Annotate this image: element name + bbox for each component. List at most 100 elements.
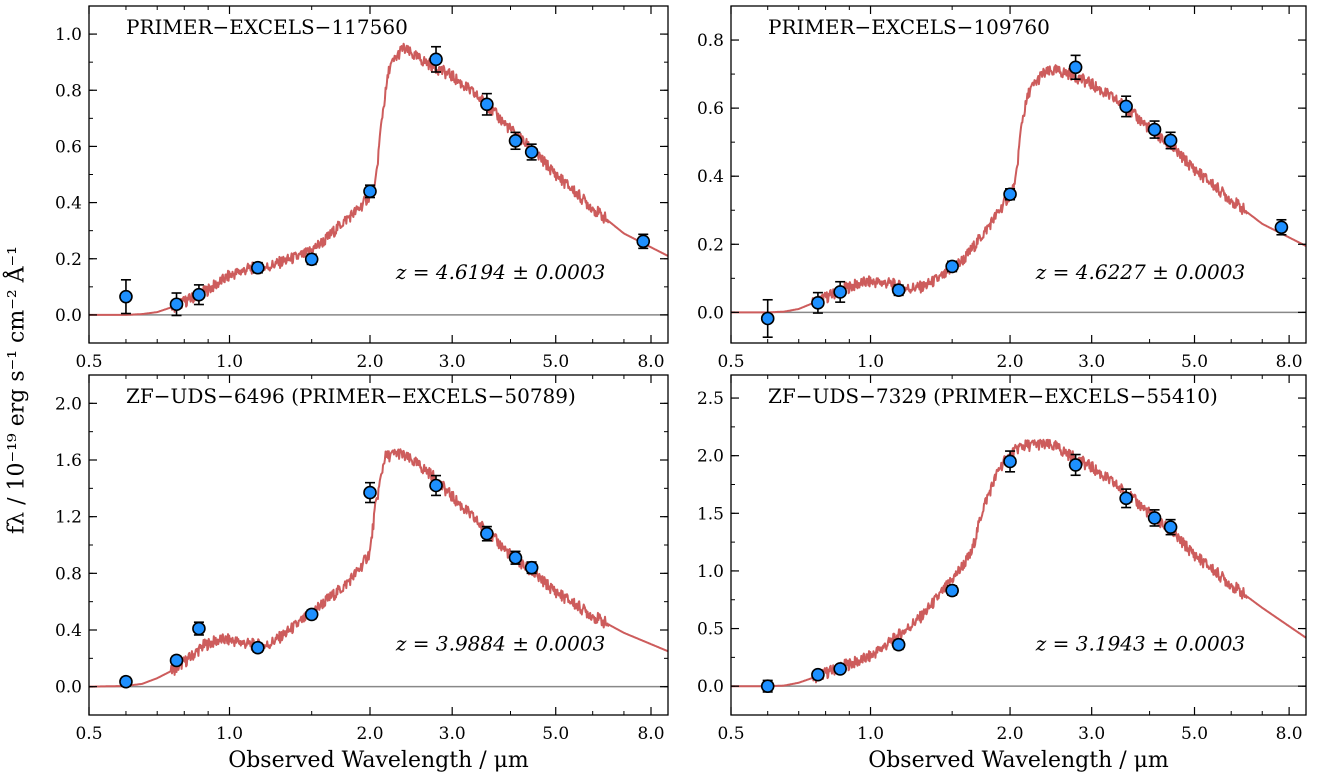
y-tick-label: 2.5: [697, 389, 724, 409]
x-tick-label: 1.0: [857, 724, 884, 744]
photometry-point: [480, 92, 494, 116]
photometry-point: [429, 45, 443, 73]
data-marker: [760, 311, 775, 326]
y-tick-label: 0.0: [55, 306, 82, 326]
photometry-point: [508, 131, 523, 151]
photometry-point: [1274, 218, 1289, 236]
redshift-annotation: z = 4.6227 ± 0.0003: [1035, 260, 1245, 284]
data-marker: [119, 289, 133, 304]
photometry-point: [1003, 450, 1017, 473]
panel-2: 0.5 1.0 2.0 3.0 5.0 8.0 0.0 0.2 0.4 0.6 0.8 PRIMER−…: [697, 5, 1307, 372]
photometry-point: [1068, 453, 1083, 477]
panel-title: ZF−UDS−6496 (PRIMER−EXCELS−50789): [126, 384, 576, 408]
x-tick-label: 1.0: [216, 724, 243, 744]
photometry-point: [119, 674, 133, 689]
y-tick-label: 0.8: [55, 81, 82, 101]
photometry-point: [833, 280, 847, 303]
model-spectrum: [731, 438, 1306, 688]
x-tick-label: 0.5: [717, 352, 744, 372]
y-tick-label: 1.2: [55, 508, 82, 528]
x-tick-label: 3.0: [1078, 724, 1105, 744]
data-marker: [1119, 491, 1133, 506]
x-tick-label: 2.0: [997, 352, 1024, 372]
photometry-point: [1119, 488, 1133, 509]
photometry-point: [945, 583, 959, 598]
panel-title: PRIMER−EXCELS−109760: [768, 15, 1050, 39]
redshift-annotation: z = 4.6194 ± 0.0003: [395, 260, 605, 284]
panel-title: PRIMER−EXCELS−117560: [126, 15, 408, 39]
plot-area: [89, 42, 668, 317]
x-tick-label: 5.0: [542, 352, 569, 372]
data-marker: [304, 607, 319, 622]
data-marker: [363, 184, 377, 199]
photometry-point: [363, 184, 377, 199]
data-marker: [1274, 220, 1289, 235]
y-tick-label: 0.5: [697, 620, 724, 640]
data-marker: [1147, 122, 1162, 137]
photometry-point: [945, 259, 959, 274]
data-marker: [636, 234, 651, 249]
x-tick-label: 1.0: [216, 352, 243, 372]
plot-area: [731, 438, 1306, 693]
photometry-point: [480, 525, 494, 542]
data-marker: [1068, 458, 1083, 472]
data-marker: [480, 97, 494, 112]
x-tick-label: 2.0: [356, 724, 383, 744]
plot-area: [731, 54, 1306, 339]
y-tick-label: 0.4: [697, 167, 724, 187]
photometry-point: [760, 298, 775, 339]
data-marker: [1003, 187, 1017, 202]
panel-1: 0.5 1.0 2.0 3.0 5.0 8.0 0.0 0.2 0.4 0.6 0.8 1.0 PRIM…: [55, 5, 669, 372]
data-marker: [1068, 60, 1083, 75]
y-tick-label: 0.0: [697, 677, 724, 697]
data-marker: [833, 285, 847, 299]
data-marker: [251, 260, 265, 275]
x-tick-label: 8.0: [637, 724, 664, 744]
x-tick-label: 8.0: [1276, 352, 1303, 372]
data-marker: [480, 526, 494, 541]
y-tick-label: 0.2: [55, 250, 82, 270]
plot-area: [89, 448, 668, 689]
data-marker: [811, 296, 825, 310]
photometry-point: [811, 291, 825, 314]
photometry-point: [1147, 509, 1162, 527]
y-tick-label: 0.8: [697, 31, 724, 51]
photometry-point: [1003, 187, 1017, 202]
photometry-point: [169, 653, 184, 668]
data-marker: [1003, 454, 1017, 469]
x-tick-label: 3.0: [1078, 352, 1105, 372]
photometry-point: [833, 662, 847, 676]
photometry-point: [192, 621, 206, 636]
data-marker: [891, 283, 906, 298]
data-marker: [524, 145, 539, 159]
x-axis-label: Observed Wavelength / μm: [228, 748, 529, 773]
x-tick-label: 1.0: [857, 352, 884, 372]
data-marker: [251, 640, 265, 655]
data-marker: [1163, 133, 1178, 148]
y-tick-label: 1.0: [55, 25, 82, 45]
photometry-point: [192, 284, 206, 306]
y-tick-label: 2.0: [55, 394, 82, 414]
data-marker: [429, 52, 443, 67]
panel-3: 0.5 1.0 2.0 3.0 5.0 8.0 0.0 0.4 0.8 1.2 1.6 2.0 ZF−U…: [55, 374, 669, 773]
data-marker: [169, 653, 184, 668]
photometry-point: [1163, 131, 1178, 150]
photometry-point: [524, 143, 539, 161]
x-tick-label: 8.0: [1276, 724, 1303, 744]
photometry-point: [1163, 518, 1178, 536]
data-marker: [169, 297, 184, 312]
photometry-point: [363, 481, 377, 504]
photometry-point: [251, 640, 265, 655]
x-tick-label: 0.5: [75, 352, 102, 372]
y-tick-label: 2.0: [697, 447, 724, 467]
x-tick-label: 5.0: [1181, 352, 1208, 372]
data-marker: [811, 667, 825, 682]
photometry-point: [1147, 120, 1162, 139]
data-marker: [945, 583, 959, 598]
x-tick-label: 3.0: [439, 724, 466, 744]
y-tick-label: 1.5: [697, 504, 724, 524]
data-marker: [192, 621, 206, 636]
y-tick-label: 0.4: [55, 194, 82, 214]
